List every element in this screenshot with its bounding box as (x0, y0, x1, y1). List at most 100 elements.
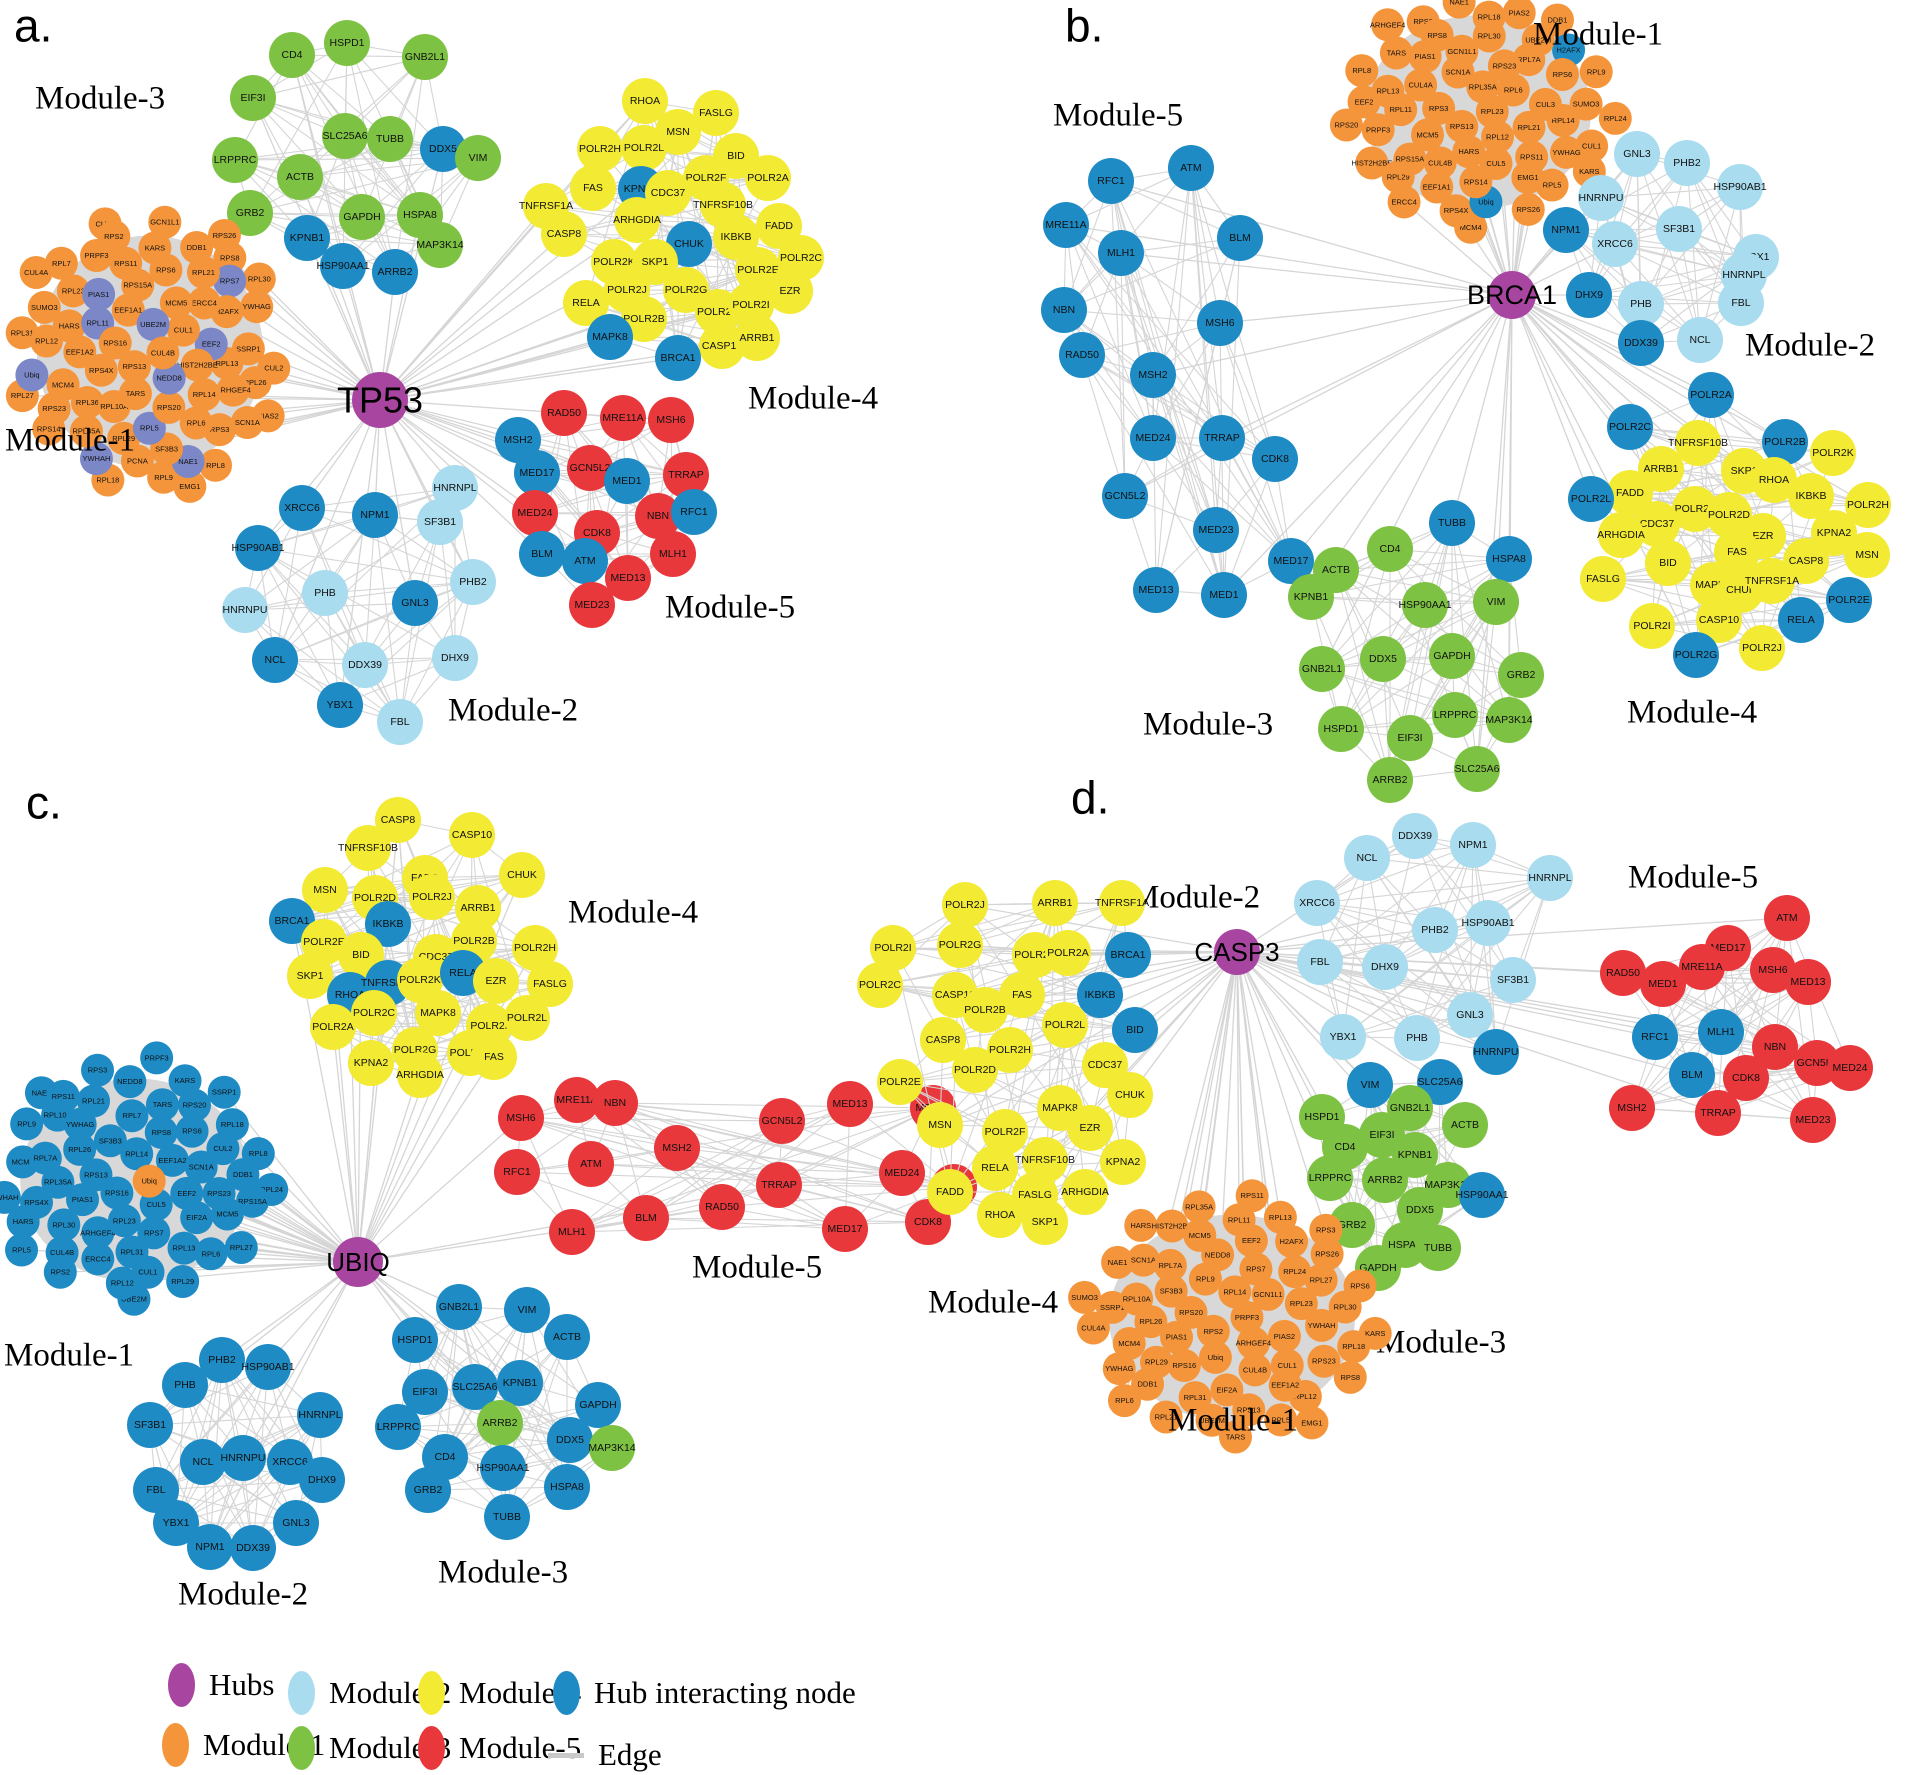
node-RPS4X[interactable]: RPS4X (1439, 194, 1473, 228)
node-MCM4[interactable]: MCM4 (46, 368, 80, 402)
node-VIM[interactable]: VIM (1473, 579, 1519, 625)
node-RPS16[interactable]: RPS16 (1167, 1349, 1201, 1383)
node-RPS3[interactable]: RPS3 (1309, 1213, 1343, 1247)
node-POLR2F[interactable]: POLR2F (1672, 486, 1718, 532)
node-POLR2A[interactable]: POLR2A (310, 1004, 356, 1050)
node-MED1[interactable]: MED1 (1201, 572, 1247, 618)
node-SKP1[interactable]: SKP1 (1022, 1199, 1068, 1245)
node-TARS[interactable]: TARS (1218, 1420, 1252, 1454)
node-RAD50[interactable]: RAD50 (699, 1184, 745, 1230)
node-NCL[interactable]: NCL (180, 1439, 226, 1485)
node-FADD[interactable]: FADD (756, 203, 802, 249)
node-RPL30[interactable]: RPL30 (1328, 1290, 1362, 1324)
node-MED17[interactable]: MED17 (514, 450, 560, 496)
node-HSPA8[interactable]: HSPA8 (544, 1464, 590, 1510)
node-RPS8[interactable]: RPS8 (1333, 1360, 1367, 1394)
node-RPS20[interactable]: RPS20 (1329, 108, 1363, 142)
node-GCN1L1[interactable]: GCN1L1 (148, 205, 182, 239)
node-FAS[interactable]: FAS (471, 1034, 517, 1080)
node-YWHAH[interactable]: YWHAH (79, 442, 113, 476)
node-HARS[interactable]: HARS (1452, 135, 1486, 169)
node-ARHGDIA[interactable]: ARHGDIA (1061, 1169, 1109, 1215)
node-RPL14[interactable]: RPL14 (1218, 1275, 1252, 1309)
node-YBX1[interactable]: YBX1 (1320, 1014, 1366, 1060)
node-RHOA[interactable]: RHOA (622, 78, 668, 124)
node-EIF3I[interactable]: EIF3I (1359, 1112, 1405, 1158)
node-FBL[interactable]: FBL (1718, 280, 1764, 326)
node-YWHAH[interactable]: YWHAH (1305, 1308, 1339, 1342)
node-ARHGEF4[interactable]: ARHGEF4 (80, 1216, 116, 1250)
node-RPS26[interactable]: RPS26 (1511, 192, 1545, 226)
node-EEF1A2[interactable]: EEF1A2 (63, 335, 97, 369)
node-ATM[interactable]: ATM (1764, 895, 1810, 941)
node-PHB2[interactable]: PHB2 (1664, 140, 1710, 186)
node-EEF1A1[interactable]: EEF1A1 (111, 293, 145, 327)
node-PRPF3[interactable]: PRPF3 (80, 239, 114, 273)
node-CUL1[interactable]: CUL1 (1270, 1348, 1304, 1382)
node-XRCC6[interactable]: XRCC6 (279, 485, 325, 531)
node-POLR2H[interactable]: POLR2H (577, 126, 623, 172)
node-RPL6[interactable]: RPL6 (1107, 1384, 1141, 1418)
node-RPL21[interactable]: RPL21 (1149, 1400, 1183, 1434)
node-HNRNPL[interactable]: HNRNPL (297, 1392, 343, 1438)
node-YWHAG[interactable]: YWHAG (63, 1107, 97, 1141)
node-PRPF3[interactable]: PRPF3 (1230, 1300, 1264, 1334)
node-POLR2G[interactable]: POLR2G (937, 922, 983, 968)
node-VIM[interactable]: VIM (455, 135, 501, 181)
node-KPNA2[interactable]: KPNA2 (348, 1040, 394, 1086)
node-DHX9[interactable]: DHX9 (1566, 272, 1612, 318)
node-ARHGEF4[interactable]: ARHGEF4 (215, 373, 251, 407)
node-FASLG[interactable]: FASLG (527, 961, 573, 1007)
node-HIST2H2BE[interactable]: HIST2H2BE (177, 348, 218, 382)
node-CASP8[interactable]: CASP8 (541, 211, 587, 257)
node-MSH2[interactable]: MSH2 (1609, 1085, 1655, 1131)
node-EZR[interactable]: EZR (1067, 1105, 1113, 1151)
node-HNRNPU[interactable]: HNRNPU (1578, 175, 1624, 221)
node-PHB2[interactable]: PHB2 (1412, 907, 1458, 953)
node-BRCA1[interactable]: BRCA1 (655, 335, 701, 381)
node-RPL21[interactable]: RPL21 (1512, 110, 1546, 144)
node-ARRB1[interactable]: ARRB1 (1638, 446, 1684, 492)
node-ARRB1[interactable]: ARRB1 (734, 315, 780, 361)
node-FADD[interactable]: FADD (1607, 470, 1653, 516)
node-GCN5L2[interactable]: GCN5L2 (1102, 473, 1148, 519)
node-GRB2[interactable]: GRB2 (405, 1467, 451, 1513)
node-ARRB2[interactable]: ARRB2 (477, 1400, 523, 1446)
node-NEDD8[interactable]: NEDD8 (152, 361, 186, 395)
node-DDX39[interactable]: DDX39 (230, 1525, 276, 1571)
node-POLR2D[interactable]: POLR2D (1706, 492, 1752, 538)
node-CUL3[interactable]: CUL3 (1528, 87, 1562, 121)
node-FAS[interactable]: FAS (1714, 529, 1760, 575)
node-HSPA8[interactable]: HSPA8 (1486, 536, 1532, 582)
node-SKP1[interactable]: SKP1 (632, 239, 678, 285)
node-GNB2L1[interactable]: GNB2L1 (436, 1284, 482, 1330)
node-CUL4A[interactable]: CUL4A (19, 255, 53, 289)
node-RPL18[interactable]: RPL18 (1337, 1330, 1371, 1364)
node-FBL[interactable]: FBL (133, 1467, 179, 1513)
node-DDX5[interactable]: DDX5 (547, 1417, 593, 1463)
node-RFC1[interactable]: RFC1 (671, 489, 717, 535)
node-RHOA[interactable]: RHOA (1751, 457, 1797, 503)
node-ATM[interactable]: ATM (568, 1141, 614, 1187)
node-NPM1[interactable]: NPM1 (1450, 822, 1496, 868)
node-MCM4[interactable]: MCM4 (1112, 1326, 1146, 1360)
node-GCN5L2[interactable]: GCN5L2 (567, 445, 613, 491)
node-RPL27[interactable]: RPL27 (1304, 1263, 1338, 1297)
node-MLH1[interactable]: MLH1 (549, 1209, 595, 1255)
node-RFC1[interactable]: RFC1 (1088, 158, 1134, 204)
node-CUL1[interactable]: CUL1 (166, 313, 200, 347)
node-HARS[interactable]: HARS (1124, 1208, 1158, 1242)
node-MRE11A[interactable]: MRE11A (1043, 202, 1089, 248)
node-NBN[interactable]: NBN (592, 1080, 638, 1126)
node-POLR2B[interactable]: POLR2B (1762, 419, 1808, 465)
node-RPS15A[interactable]: RPS15A (1393, 142, 1427, 176)
node-RPS15A[interactable]: RPS15A (236, 1184, 270, 1218)
node-HSP90AA1[interactable]: HSP90AA1 (316, 243, 370, 289)
node-CASP8[interactable]: CASP8 (920, 1017, 966, 1063)
node-POLR2E[interactable]: POLR2E (1826, 577, 1872, 623)
node-RPS13[interactable]: RPS13 (1445, 109, 1479, 143)
node-Ubiq[interactable]: Ubiq (15, 358, 49, 392)
node-EEF2[interactable]: EEF2 (1234, 1224, 1268, 1258)
node-GNL3[interactable]: GNL3 (392, 580, 438, 626)
node-EZR[interactable]: EZR (473, 958, 519, 1004)
